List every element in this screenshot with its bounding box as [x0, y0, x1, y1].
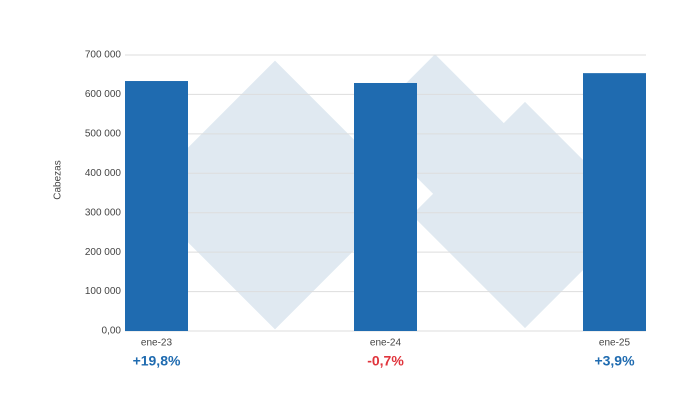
- x-tick-label: ene-24: [370, 338, 402, 349]
- y-tick-label: 0,00: [102, 326, 122, 337]
- y-tick-label: 700 000: [85, 50, 122, 61]
- y-tick-label: 500 000: [85, 128, 122, 139]
- change-label: +19,8%: [133, 353, 181, 369]
- y-tick-label: 400 000: [85, 168, 122, 179]
- change-label: -0,7%: [367, 353, 404, 369]
- change-label: +3,9%: [594, 353, 635, 369]
- bar: [354, 82, 417, 331]
- y-tick-label: 600 000: [85, 89, 122, 100]
- y-tick-label: 100 000: [85, 286, 122, 297]
- x-tick-label: ene-25: [599, 338, 631, 349]
- x-tick-label: ene-23: [141, 338, 173, 349]
- bar: [125, 81, 188, 331]
- y-tick-label: 300 000: [85, 207, 122, 218]
- y-tick-label: 200 000: [85, 247, 122, 258]
- y-axis-label: Cabezas: [53, 160, 64, 199]
- bar: [583, 73, 646, 331]
